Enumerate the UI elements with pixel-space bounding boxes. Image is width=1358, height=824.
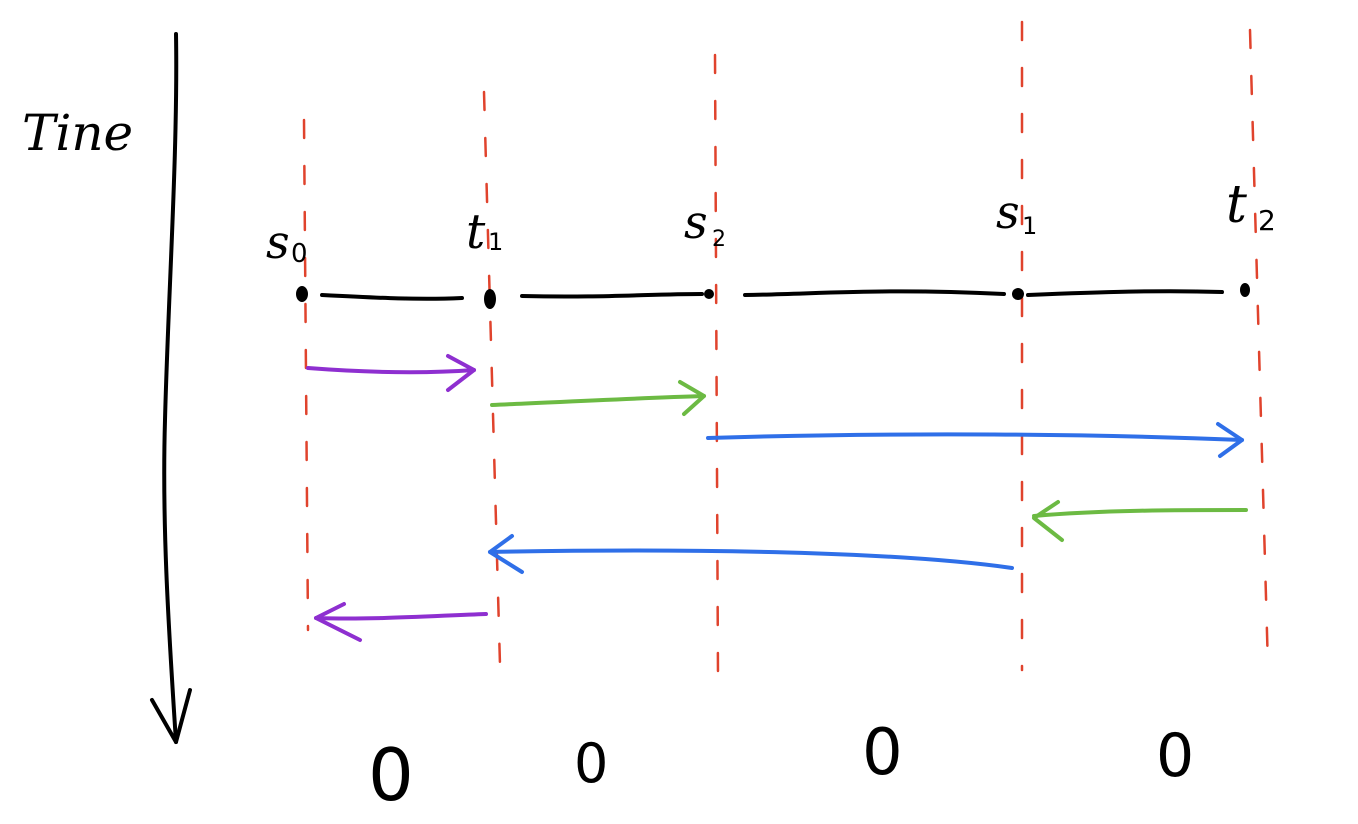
time-axis: Tine — [22, 32, 192, 744]
guide-line-s2 — [713, 53, 720, 680]
arrow-t2-to-s1-head — [1032, 500, 1064, 542]
node-dot-s2 — [704, 289, 714, 299]
timeline — [320, 289, 1224, 301]
node-label-s2: s 2 — [684, 195, 726, 252]
arrow-t1-to-s0 — [314, 602, 488, 642]
node-dot-t2 — [1240, 283, 1250, 297]
node-label-s1-base: s — [996, 185, 1020, 239]
node-label-s0-sub: 0 — [291, 239, 308, 269]
node-dots — [296, 283, 1250, 309]
arrow-t1-to-s0-head — [314, 602, 362, 642]
arrow-t1-to-s2-head — [678, 380, 706, 416]
timeline-segment-1 — [320, 293, 464, 301]
arrow-t2-to-s1 — [1032, 500, 1248, 542]
interval-count-4: 0 — [1156, 721, 1194, 791]
interval-count-1: 0 — [368, 733, 414, 817]
node-label-s0-base: s — [266, 215, 290, 269]
arrow-t1-to-s2-shaft — [490, 394, 706, 407]
node-label-s1-sub: 1 — [1022, 212, 1037, 240]
node-label-t2: t 2 — [1226, 175, 1276, 237]
node-label-t1-sub: 1 — [488, 228, 503, 256]
arrow-s1-to-t1-shaft — [488, 548, 1014, 570]
interval-counts: 0 0 0 0 — [368, 716, 1194, 817]
node-label-s2-base: s — [684, 195, 708, 249]
node-label-s2-sub: 2 — [712, 227, 726, 252]
arrow-t1-to-s0-shaft — [314, 612, 488, 621]
dashed-guides — [302, 20, 1270, 680]
arrow-s0-to-t1-head — [446, 354, 476, 392]
arrow-t1-to-s2 — [490, 380, 706, 416]
arrow-s2-to-t2 — [706, 422, 1244, 458]
arrow-s2-to-t2-head — [1216, 422, 1244, 458]
node-label-t1-base: t — [466, 204, 486, 260]
interval-count-3: 0 — [862, 716, 903, 790]
node-label-s1: s 1 — [996, 185, 1037, 240]
timeline-segment-3 — [743, 289, 1006, 297]
node-label-t1: t 1 — [466, 204, 503, 260]
arrow-s0-to-t1 — [306, 354, 476, 392]
guide-line-t1 — [482, 90, 502, 667]
timeline-segment-4 — [1026, 289, 1224, 297]
guide-line-s0 — [302, 118, 310, 632]
node-dot-t1 — [484, 289, 496, 309]
node-dot-s0 — [296, 286, 308, 302]
time-axis-line — [162, 32, 179, 744]
arrow-t2-to-s1-shaft — [1032, 508, 1248, 518]
arrow-s1-to-t1 — [488, 534, 1014, 574]
node-label-t2-base: t — [1226, 175, 1247, 235]
node-label-s0: s 0 — [266, 215, 308, 269]
message-arrows — [306, 354, 1248, 642]
node-label-t2-sub: 2 — [1258, 204, 1276, 237]
time-axis-arrowhead — [150, 688, 192, 744]
interval-count-2: 0 — [574, 732, 608, 795]
arrow-s2-to-t2-shaft — [706, 432, 1244, 442]
arrow-s1-to-t1-head — [488, 534, 524, 574]
node-dot-s1 — [1012, 288, 1024, 300]
arrow-s0-to-t1-shaft — [306, 366, 476, 375]
node-labels: s 0 t 1 s 2 s 1 t 2 — [266, 175, 1276, 269]
guide-line-t2 — [1248, 28, 1270, 670]
time-axis-label: Tine — [22, 104, 133, 162]
timeline-segment-2 — [520, 292, 704, 299]
